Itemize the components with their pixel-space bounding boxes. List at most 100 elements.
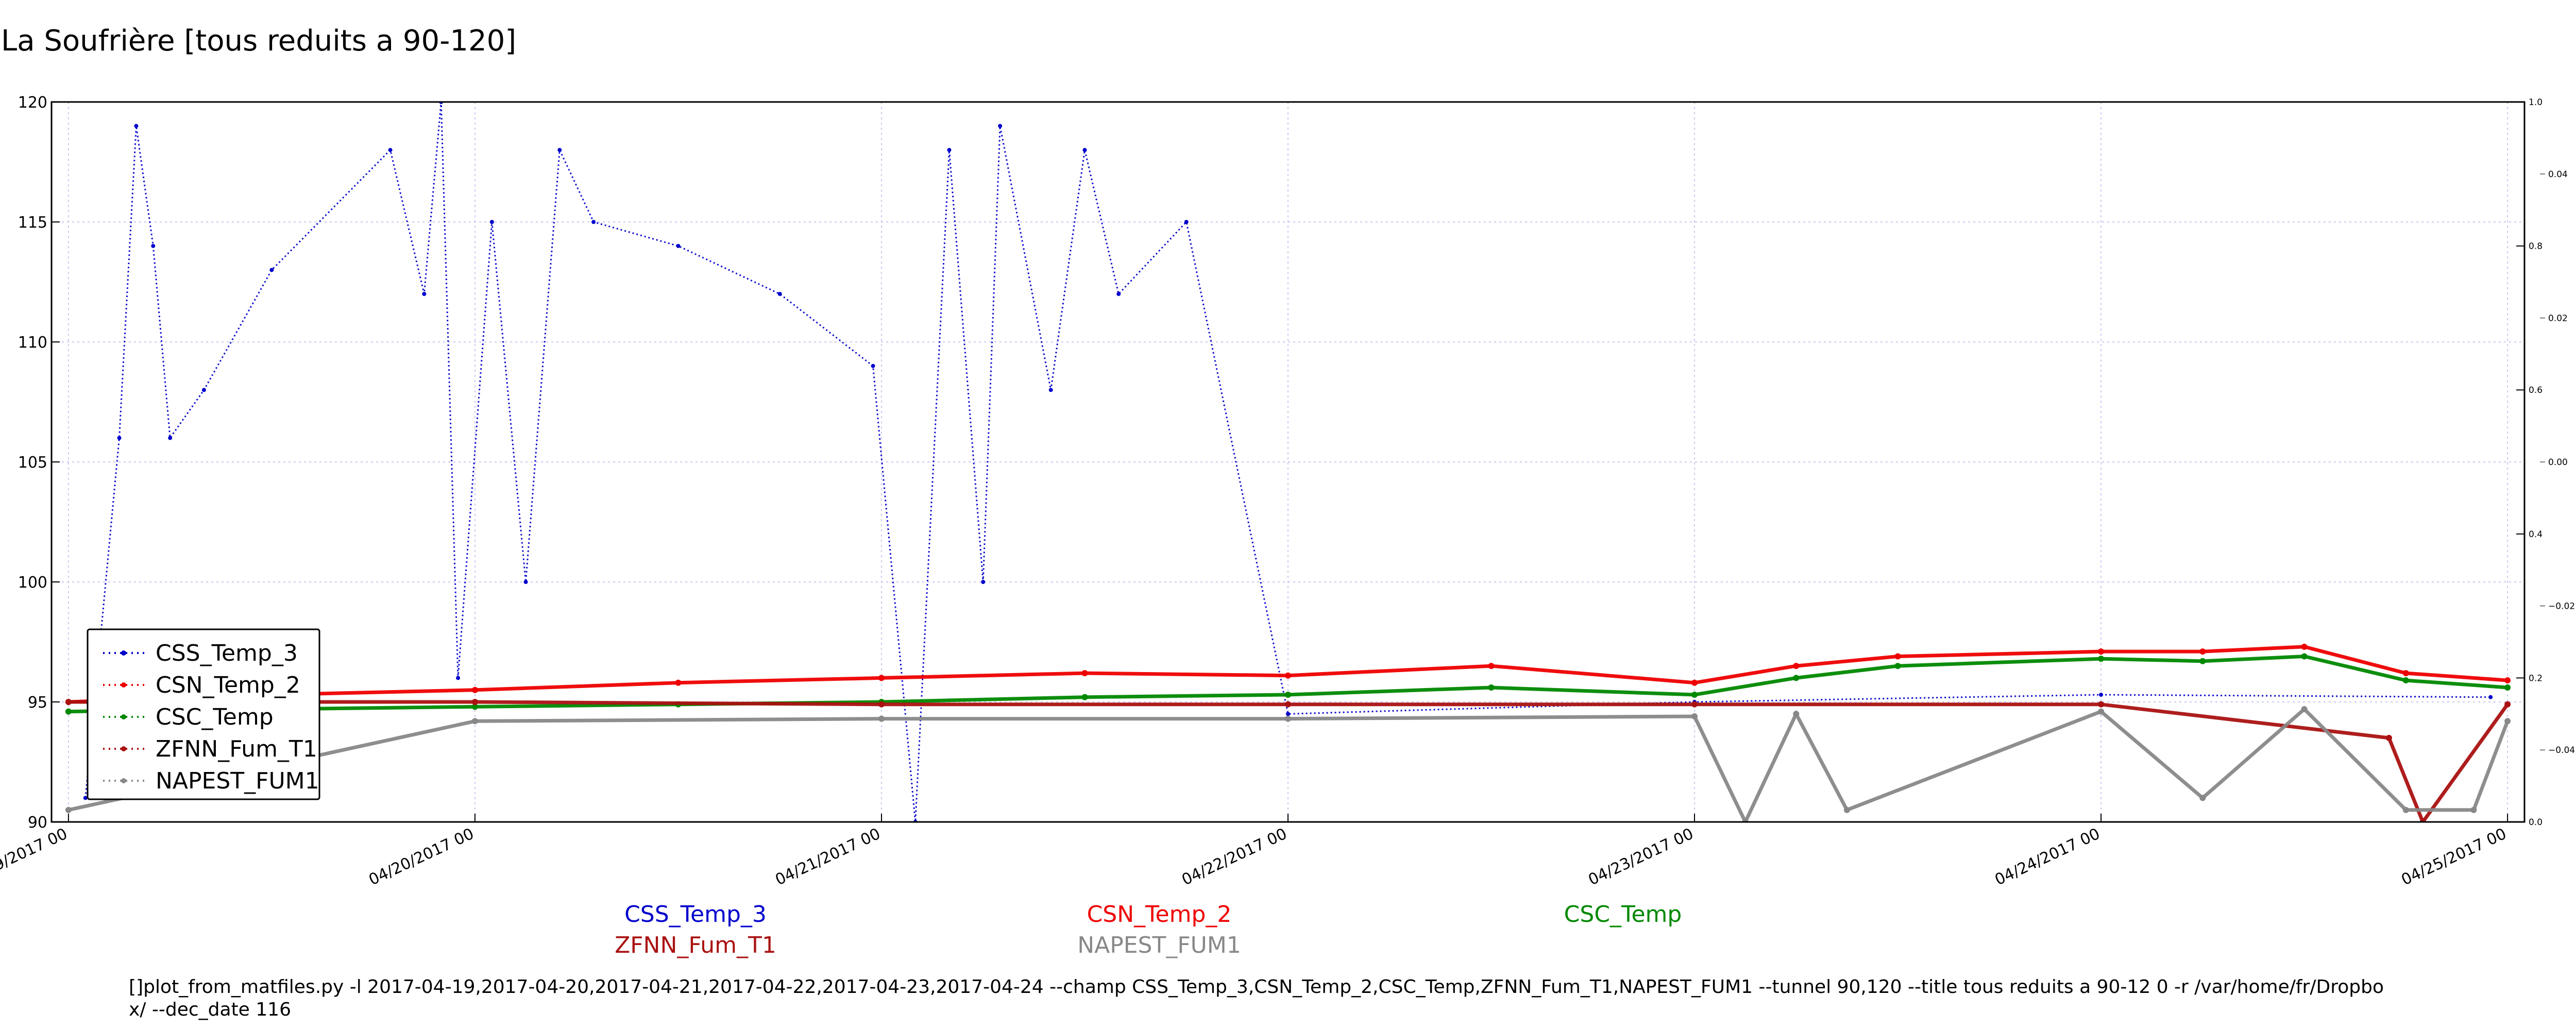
data-point-CSS_Temp_3 xyxy=(151,244,156,248)
right-tick-label: 0.0 xyxy=(2529,817,2543,828)
y-axis: 90 95 100 105 110 115 120 xyxy=(18,94,60,832)
data-point-CSS_Temp_3 xyxy=(777,291,782,296)
right-inner-tick-label: 0.02 xyxy=(2548,313,2568,323)
series-layer xyxy=(65,102,2511,822)
data-point-CSS_Temp_3 xyxy=(2099,693,2104,697)
data-point-NAPEST_FUM1 xyxy=(2504,718,2511,725)
legend-entry: CSC_Temp xyxy=(156,704,274,730)
data-point-CSN_Temp_2 xyxy=(878,675,885,681)
legend-marker xyxy=(121,778,126,783)
data-point-CSS_Temp_3 xyxy=(456,676,461,680)
data-point-NAPEST_FUM1 xyxy=(1691,713,1698,719)
data-point-CSN_Temp_2 xyxy=(1285,672,1291,679)
right-axis: 0.0 0.2 0.4 0.6 0.8 1.0 −0.04 −0.02 0.00 0.02 0.04 xyxy=(2516,97,2575,828)
y-tick-label: 115 xyxy=(18,214,47,232)
legend-entry: ZFNN_Fum_T1 xyxy=(156,736,317,762)
data-point-NAPEST_FUM1 xyxy=(471,718,478,725)
command-line: []plot_from_matfiles.py -l 2017-04-19,20… xyxy=(129,976,2384,1020)
legend-marker xyxy=(121,650,126,656)
data-point-CSN_Temp_2 xyxy=(1793,663,1800,670)
right-inner-tick-label: −0.02 xyxy=(2548,602,2575,612)
data-point-CSS_Temp_3 xyxy=(1184,220,1189,224)
x-tick-label: 04/25/2017 00 xyxy=(2399,825,2510,889)
series-labels: CSS_Temp_3 CSN_Temp_2 CSC_Temp ZFNN_Fum_T1 N… xyxy=(615,901,1682,958)
data-point-ZFNN_Fum_T1 xyxy=(1285,701,1291,708)
data-point-CSS_Temp_3 xyxy=(168,436,173,440)
y-tick-label: 90 xyxy=(28,814,47,832)
data-point-CSN_Temp_2 xyxy=(2098,648,2105,655)
data-point-CSS_Temp_3 xyxy=(201,388,206,392)
series-line-NAPEST_FUM1 xyxy=(68,707,2510,822)
y-tick-label: 105 xyxy=(18,454,47,472)
data-point-CSS_Temp_3 xyxy=(591,220,596,224)
data-point-CSS_Temp_3 xyxy=(83,796,88,800)
series-label-top: CSS_Temp_3 xyxy=(624,901,767,928)
data-point-CSN_Temp_2 xyxy=(2199,648,2206,655)
data-point-NAPEST_FUM1 xyxy=(65,806,72,813)
legend-marker xyxy=(121,682,126,688)
legend-entry: CSS_Temp_3 xyxy=(156,640,298,666)
data-point-CSN_Temp_2 xyxy=(2301,643,2308,650)
right-tick-label: 0.6 xyxy=(2529,385,2543,396)
data-point-CSC_Temp xyxy=(2402,677,2409,684)
data-point-NAPEST_FUM1 xyxy=(1285,715,1291,722)
x-tick-label: 04/21/2017 00 xyxy=(773,825,884,889)
data-point-CSN_Temp_2 xyxy=(2504,677,2511,684)
data-point-CSS_Temp_3 xyxy=(2488,695,2493,699)
x-tick-label: 04/24/2017 00 xyxy=(1992,825,2103,889)
right-inner-tick-label: 0.00 xyxy=(2548,457,2568,468)
x-tick-label: 04/23/2017 00 xyxy=(1586,825,1697,889)
data-point-CSC_Temp xyxy=(1691,692,1698,698)
data-point-CSS_Temp_3 xyxy=(1048,388,1053,392)
y-tick-label: 95 xyxy=(28,694,47,712)
chart-title: La Soufrière [tous reduits a 90-120] xyxy=(1,24,516,58)
x-axis: 04/19/2017 00 04/20/2017 00 04/21/2017 00 0… xyxy=(0,814,2510,889)
series-label-bottom: ZFNN_Fum_T1 xyxy=(615,932,776,958)
right-inner-tick-label: −0.04 xyxy=(2548,745,2575,756)
data-point-CSC_Temp xyxy=(471,703,478,710)
data-point-NAPEST_FUM1 xyxy=(2199,795,2206,801)
data-point-CSS_Temp_3 xyxy=(388,148,393,152)
x-tick-label: 04/22/2017 00 xyxy=(1179,825,1290,889)
data-point-CSS_Temp_3 xyxy=(1082,148,1087,152)
legend-entry: NAPEST_FUM1 xyxy=(156,768,319,794)
data-point-CSS_Temp_3 xyxy=(998,124,1003,128)
y-tick-label: 110 xyxy=(18,334,47,352)
data-point-ZFNN_Fum_T1 xyxy=(2504,701,2511,708)
legend-entry: CSN_Temp_2 xyxy=(156,672,300,698)
data-point-CSS_Temp_3 xyxy=(269,268,274,272)
x-tick-label: 04/20/2017 00 xyxy=(366,825,477,889)
y-tick-label: 120 xyxy=(18,94,47,112)
x-tick-label: 04/19/2017 00 xyxy=(0,825,70,889)
data-point-CSS_Temp_3 xyxy=(489,220,494,224)
right-tick-label: 0.8 xyxy=(2529,242,2543,252)
right-tick-label: 0.2 xyxy=(2529,673,2543,683)
data-point-ZFNN_Fum_T1 xyxy=(1691,701,1698,708)
data-point-NAPEST_FUM1 xyxy=(2098,708,2105,715)
right-tick-label: 0.4 xyxy=(2529,529,2543,540)
series-line-CSC_Temp xyxy=(68,654,2508,714)
right-tick-label: 1.0 xyxy=(2529,97,2543,108)
data-point-CSS_Temp_3 xyxy=(1116,291,1121,296)
data-point-ZFNN_Fum_T1 xyxy=(2385,734,2392,741)
data-point-CSC_Temp xyxy=(65,708,72,715)
right-inner-tick-label: 0.04 xyxy=(2548,169,2568,180)
data-point-CSN_Temp_2 xyxy=(675,679,682,686)
data-point-CSN_Temp_2 xyxy=(471,686,478,693)
data-point-CSS_Temp_3 xyxy=(557,148,562,152)
data-point-CSS_Temp_3 xyxy=(422,291,427,296)
data-point-NAPEST_FUM1 xyxy=(2402,806,2409,813)
data-point-CSS_Temp_3 xyxy=(134,124,139,128)
data-point-CSN_Temp_2 xyxy=(2402,670,2409,677)
data-point-CSC_Temp xyxy=(1488,684,1495,691)
data-point-CSC_Temp xyxy=(1793,675,1800,681)
data-point-ZFNN_Fum_T1 xyxy=(471,699,478,705)
y-tick-label: 100 xyxy=(18,574,47,592)
data-point-NAPEST_FUM1 xyxy=(2470,806,2477,813)
data-point-CSC_Temp xyxy=(1894,663,1901,670)
legend-marker xyxy=(121,746,126,751)
series-label-bottom: NAPEST_FUM1 xyxy=(1077,932,1241,958)
data-point-CSN_Temp_2 xyxy=(1691,679,1698,686)
data-point-CSC_Temp xyxy=(2301,653,2308,660)
